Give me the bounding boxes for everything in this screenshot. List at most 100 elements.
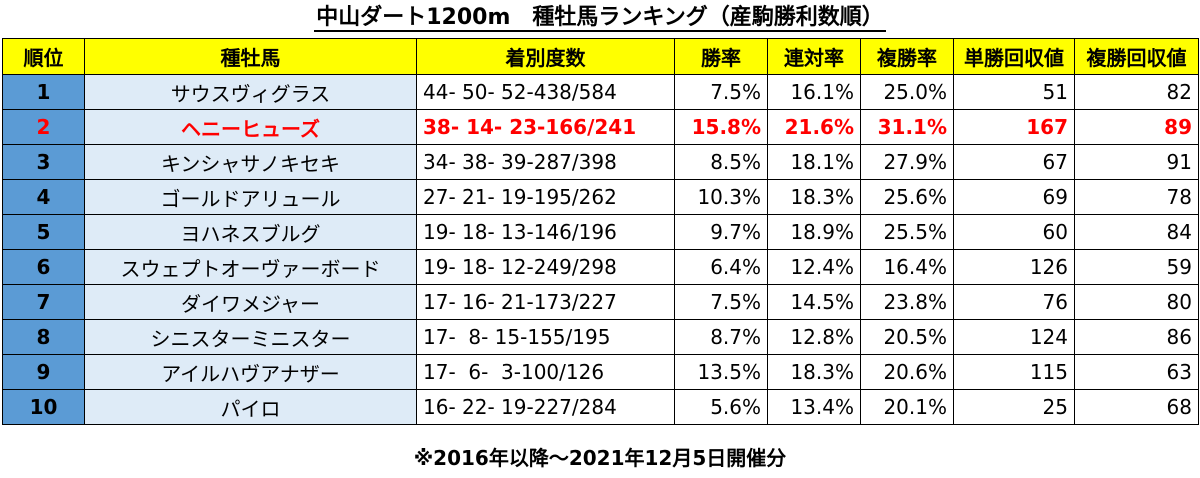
show-return-cell: 84 — [1074, 214, 1199, 250]
show-return-cell: 68 — [1074, 389, 1199, 425]
footnote: ※2016年以降～2021年12月5日開催分 — [413, 446, 787, 470]
sire-name-cell: サウスヴィグラス — [84, 74, 417, 110]
win-rate-cell: 6.4% — [674, 249, 768, 285]
quinella-rate-cell: 12.8% — [767, 319, 861, 355]
quinella-rate-cell: 13.4% — [767, 389, 861, 425]
win-rate-cell: 7.5% — [674, 74, 768, 110]
quinella-rate-cell: 18.1% — [767, 144, 861, 180]
win-rate-cell: 9.7% — [674, 214, 768, 250]
table-row: 8 シニスターミニスター 17- 8- 15-155/195 8.7% 12.8% 20.… — [2, 319, 1199, 355]
win-return-cell: 126 — [953, 249, 1075, 285]
header-rank: 順位 — [2, 38, 85, 75]
rank-cell: 5 — [2, 214, 85, 250]
title-text: 中山ダート1200m 種牡馬ランキング（産駒勝利数順） — [314, 5, 886, 32]
page-title: 中山ダート1200m 種牡馬ランキング（産駒勝利数順） — [0, 0, 1200, 36]
table-row: 5 ヨハネスブルグ 19- 18- 13-146/196 9.7% 18.9% 25.5%… — [2, 214, 1199, 250]
show-rate-cell: 25.0% — [860, 74, 954, 110]
header-win-rate: 勝率 — [674, 38, 768, 75]
ranking-table: 順位 種牡馬 着別度数 勝率 連対率 複勝率 単勝回収値 複勝回収値 1 サウスヴ… — [2, 38, 1199, 425]
record-cell: 16- 22- 19-227/284 — [416, 389, 675, 425]
header-show-return: 複勝回収値 — [1074, 38, 1199, 75]
win-rate-cell: 10.3% — [674, 179, 768, 215]
quinella-rate-cell: 21.6% — [767, 109, 861, 145]
sire-name-cell: ゴールドアリュール — [84, 179, 417, 215]
sire-name-cell: アイルハヴアナザー — [84, 354, 417, 390]
header-record: 着別度数 — [416, 38, 675, 75]
win-return-cell: 124 — [953, 319, 1075, 355]
sire-name-cell: ダイワメジャー — [84, 284, 417, 320]
record-cell: 17- 16- 21-173/227 — [416, 284, 675, 320]
sire-name-cell: ヨハネスブルグ — [84, 214, 417, 250]
header-row: 順位 種牡馬 着別度数 勝率 連対率 複勝率 単勝回収値 複勝回収値 — [2, 38, 1199, 75]
rank-cell: 6 — [2, 249, 85, 285]
win-rate-cell: 8.7% — [674, 319, 768, 355]
show-return-cell: 86 — [1074, 319, 1199, 355]
sire-name-cell: キンシャサノキセキ — [84, 144, 417, 180]
show-rate-cell: 20.6% — [860, 354, 954, 390]
win-rate-cell: 5.6% — [674, 389, 768, 425]
show-return-cell: 80 — [1074, 284, 1199, 320]
record-cell: 17- 8- 15-155/195 — [416, 319, 675, 355]
show-return-cell: 91 — [1074, 144, 1199, 180]
show-rate-cell: 25.5% — [860, 214, 954, 250]
win-return-cell: 51 — [953, 74, 1075, 110]
show-rate-cell: 23.8% — [860, 284, 954, 320]
win-rate-cell: 13.5% — [674, 354, 768, 390]
show-rate-cell: 20.5% — [860, 319, 954, 355]
table-row: 6 スウェプトオーヴァーボード 19- 18- 12-249/298 6.4% 12.4… — [2, 249, 1199, 285]
table-row: 7 ダイワメジャー 17- 16- 21-173/227 7.5% 14.5% 23.8%… — [2, 284, 1199, 320]
show-rate-cell: 27.9% — [860, 144, 954, 180]
win-return-cell: 69 — [953, 179, 1075, 215]
quinella-rate-cell: 18.3% — [767, 179, 861, 215]
sire-name-cell: シニスターミニスター — [84, 319, 417, 355]
show-return-cell: 89 — [1074, 109, 1199, 145]
table-row: 4 ゴールドアリュール 27- 21- 19-195/262 10.3% 18.3% 25… — [2, 179, 1199, 215]
show-rate-cell: 16.4% — [860, 249, 954, 285]
show-rate-cell: 25.6% — [860, 179, 954, 215]
rank-cell: 10 — [2, 389, 85, 425]
win-rate-cell: 15.8% — [674, 109, 768, 145]
rank-cell: 7 — [2, 284, 85, 320]
record-cell: 19- 18- 13-146/196 — [416, 214, 675, 250]
quinella-rate-cell: 14.5% — [767, 284, 861, 320]
win-return-cell: 25 — [953, 389, 1075, 425]
record-cell: 38- 14- 23-166/241 — [416, 109, 675, 145]
rank-cell: 1 — [2, 74, 85, 110]
show-rate-cell: 20.1% — [860, 389, 954, 425]
table-row: 10 パイロ 16- 22- 19-227/284 5.6% 13.4% 20.1% 25 6… — [2, 389, 1199, 425]
table-row: 9 アイルハヴアナザー 17- 6- 3-100/126 13.5% 18.3% 20.6… — [2, 354, 1199, 390]
record-cell: 27- 21- 19-195/262 — [416, 179, 675, 215]
win-rate-cell: 8.5% — [674, 144, 768, 180]
sire-name-cell: パイロ — [84, 389, 417, 425]
rank-cell: 4 — [2, 179, 85, 215]
header-win-return: 単勝回収値 — [953, 38, 1075, 75]
record-cell: 17- 6- 3-100/126 — [416, 354, 675, 390]
win-return-cell: 60 — [953, 214, 1075, 250]
rank-cell: 2 — [2, 109, 85, 145]
win-return-cell: 76 — [953, 284, 1075, 320]
table-row: 3 キンシャサノキセキ 34- 38- 39-287/398 8.5% 18.1% 27.… — [2, 144, 1199, 180]
record-cell: 44- 50- 52-438/584 — [416, 74, 675, 110]
header-show-rate: 複勝率 — [860, 38, 954, 75]
show-return-cell: 63 — [1074, 354, 1199, 390]
win-return-cell: 167 — [953, 109, 1075, 145]
show-return-cell: 82 — [1074, 74, 1199, 110]
header-quinella-rate: 連対率 — [767, 38, 861, 75]
rank-cell: 9 — [2, 354, 85, 390]
quinella-rate-cell: 16.1% — [767, 74, 861, 110]
table-row: 1 サウスヴィグラス 44- 50- 52-438/584 7.5% 16.1% 25.0… — [2, 74, 1199, 110]
show-rate-cell: 31.1% — [860, 109, 954, 145]
win-rate-cell: 7.5% — [674, 284, 768, 320]
rank-cell: 3 — [2, 144, 85, 180]
quinella-rate-cell: 18.3% — [767, 354, 861, 390]
sire-name-cell: スウェプトオーヴァーボード — [84, 249, 417, 285]
table-row: 2 ヘニーヒューズ 38- 14- 23-166/241 15.8% 21.6% 31.1… — [2, 109, 1199, 145]
record-cell: 34- 38- 39-287/398 — [416, 144, 675, 180]
quinella-rate-cell: 12.4% — [767, 249, 861, 285]
show-return-cell: 78 — [1074, 179, 1199, 215]
sire-name-cell: ヘニーヒューズ — [84, 109, 417, 145]
show-return-cell: 59 — [1074, 249, 1199, 285]
win-return-cell: 67 — [953, 144, 1075, 180]
rank-cell: 8 — [2, 319, 85, 355]
win-return-cell: 115 — [953, 354, 1075, 390]
